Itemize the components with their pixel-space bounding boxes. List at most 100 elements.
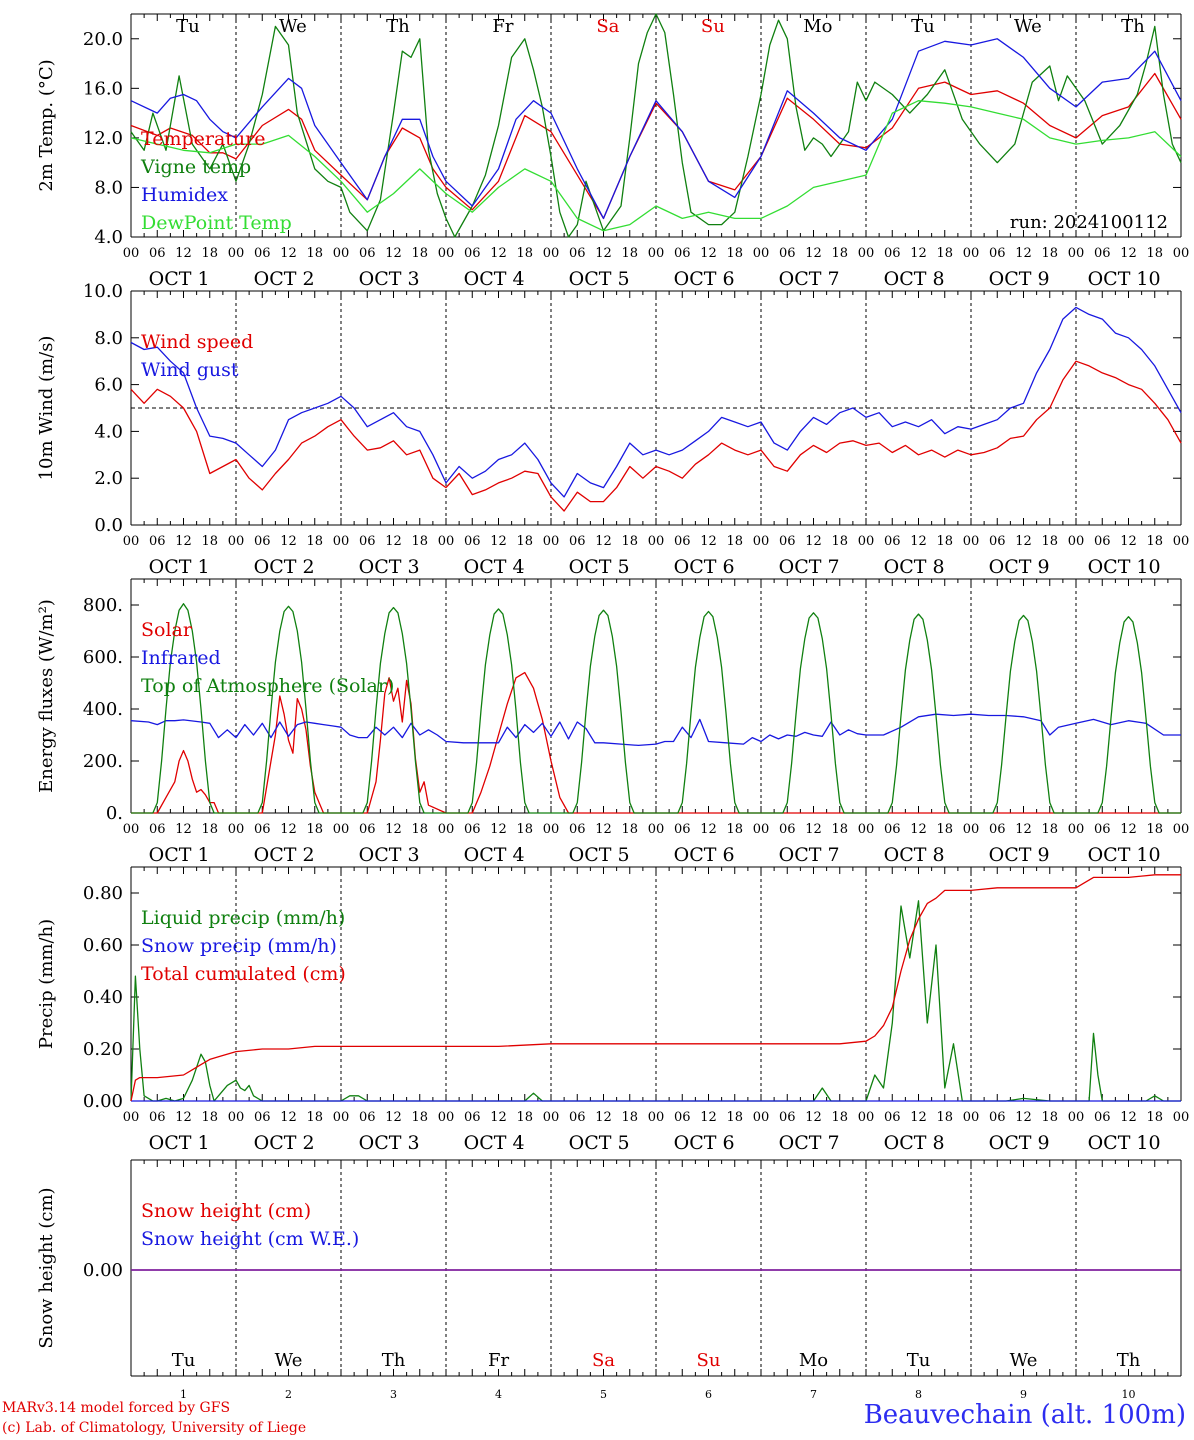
hour-label: 00 [648,246,665,261]
hour-label: 12 [1015,822,1032,837]
y-axis-label: Energy fluxes (W/m²) [36,599,57,793]
hour-label: 12 [175,534,192,549]
hour-label: 12 [490,246,507,261]
hour-label: 00 [963,534,980,549]
hour-label: 06 [569,1110,586,1125]
legend-entry: Top of Atmosphere (Solar) [141,675,394,697]
hour-label: 00 [1173,534,1190,549]
model-credit: MARv3.14 model forced by GFS [2,1400,231,1416]
day-number: 5 [600,1388,607,1400]
hour-label: 12 [700,822,717,837]
hour-label: 00 [753,246,770,261]
hour-label: 12 [700,534,717,549]
date-label: OCT 6 [674,844,735,866]
y-tick-label: 0.00 [83,1091,123,1112]
legend-entry: Wind speed [141,331,253,353]
weekday-label: Tu [172,1350,196,1371]
weekday-label: We [1014,16,1042,37]
y-tick-label: 0.60 [83,935,123,956]
date-label: OCT 5 [569,268,630,290]
y-axis-label: 10m Wind (m/s) [36,336,57,481]
day-number: 6 [705,1388,712,1400]
date-label: OCT 9 [989,556,1050,578]
weekday-label: Tu [907,1350,931,1371]
hour-label: 18 [936,1110,953,1125]
legend-entry: Snow precip (mm/h) [141,935,337,957]
hour-label: 18 [411,534,428,549]
hour-label: 12 [700,1110,717,1125]
date-label: OCT 9 [989,1132,1050,1154]
hour-label: 00 [228,534,245,549]
hour-label: 12 [1015,1110,1032,1125]
hour-label: 06 [149,1110,166,1125]
hour-label: 06 [149,534,166,549]
hour-label: 18 [306,246,323,261]
hour-label: 06 [254,534,271,549]
series-line [131,603,1181,814]
hour-label: 06 [359,534,376,549]
hour-label: 06 [779,534,796,549]
date-label: OCT 8 [884,268,945,290]
hour-label: 06 [1094,246,1111,261]
hour-label: 18 [831,1110,848,1125]
series-line [130,38,1182,220]
y-tick-label: 12.0 [83,128,123,149]
hour-label: 06 [569,534,586,549]
hour-label: 00 [228,822,245,837]
hour-label: 00 [543,1110,560,1125]
weekday-label: Su [701,16,725,37]
hour-label: 18 [201,822,218,837]
weekday-label: Th [1117,1350,1141,1371]
hour-label: 06 [884,822,901,837]
hour-label: 00 [858,534,875,549]
hour-label: 06 [464,1110,481,1125]
hour-label: 00 [333,1110,350,1125]
weekday-label: Mo [803,16,832,37]
weekday-label: We [279,16,307,37]
hour-label: 00 [333,822,350,837]
hour-label: 00 [1173,246,1190,261]
series-line [131,671,1181,814]
hour-label: 12 [595,822,612,837]
hour-label: 00 [963,822,980,837]
hour-label: 00 [963,1110,980,1125]
hour-label: 06 [254,822,271,837]
hour-label: 18 [1146,822,1163,837]
hour-label: 00 [1068,1110,1085,1125]
date-label: OCT 1 [149,1132,210,1154]
y-axis-label: Snow height (cm) [36,1187,57,1348]
hour-label: 12 [280,246,297,261]
hour-label: 00 [1173,1110,1190,1125]
hour-label: 12 [1120,1110,1137,1125]
hour-label: 18 [516,246,533,261]
date-label: OCT 10 [1088,556,1161,578]
hour-label: 06 [884,534,901,549]
hour-label: 00 [228,246,245,261]
hour-label: 06 [989,822,1006,837]
y-axis-label: Precip (mm/h) [36,919,57,1049]
weekday-label: Th [386,16,410,37]
hour-label: 00 [1173,822,1190,837]
hour-label: 06 [149,822,166,837]
hour-label: 18 [1041,246,1058,261]
hour-label: 00 [753,1110,770,1125]
run-label: run: 2024100112 [1010,212,1168,233]
hour-label: 06 [254,246,271,261]
hour-label: 00 [438,1110,455,1125]
hour-label: 12 [910,246,927,261]
hour-label: 18 [726,534,743,549]
weekday-label: Th [382,1350,406,1371]
series-line [130,100,1182,232]
hour-label: 06 [569,822,586,837]
hour-label: 18 [936,534,953,549]
hour-label: 12 [910,822,927,837]
hour-label: 12 [385,822,402,837]
hour-label: 12 [280,822,297,837]
hour-label: 18 [516,534,533,549]
date-label: OCT 5 [569,844,630,866]
hour-label: 12 [280,534,297,549]
hour-label: 00 [858,246,875,261]
y-tick-label: 0.40 [83,987,123,1008]
date-label: OCT 3 [359,844,420,866]
date-label: OCT 2 [254,556,315,578]
